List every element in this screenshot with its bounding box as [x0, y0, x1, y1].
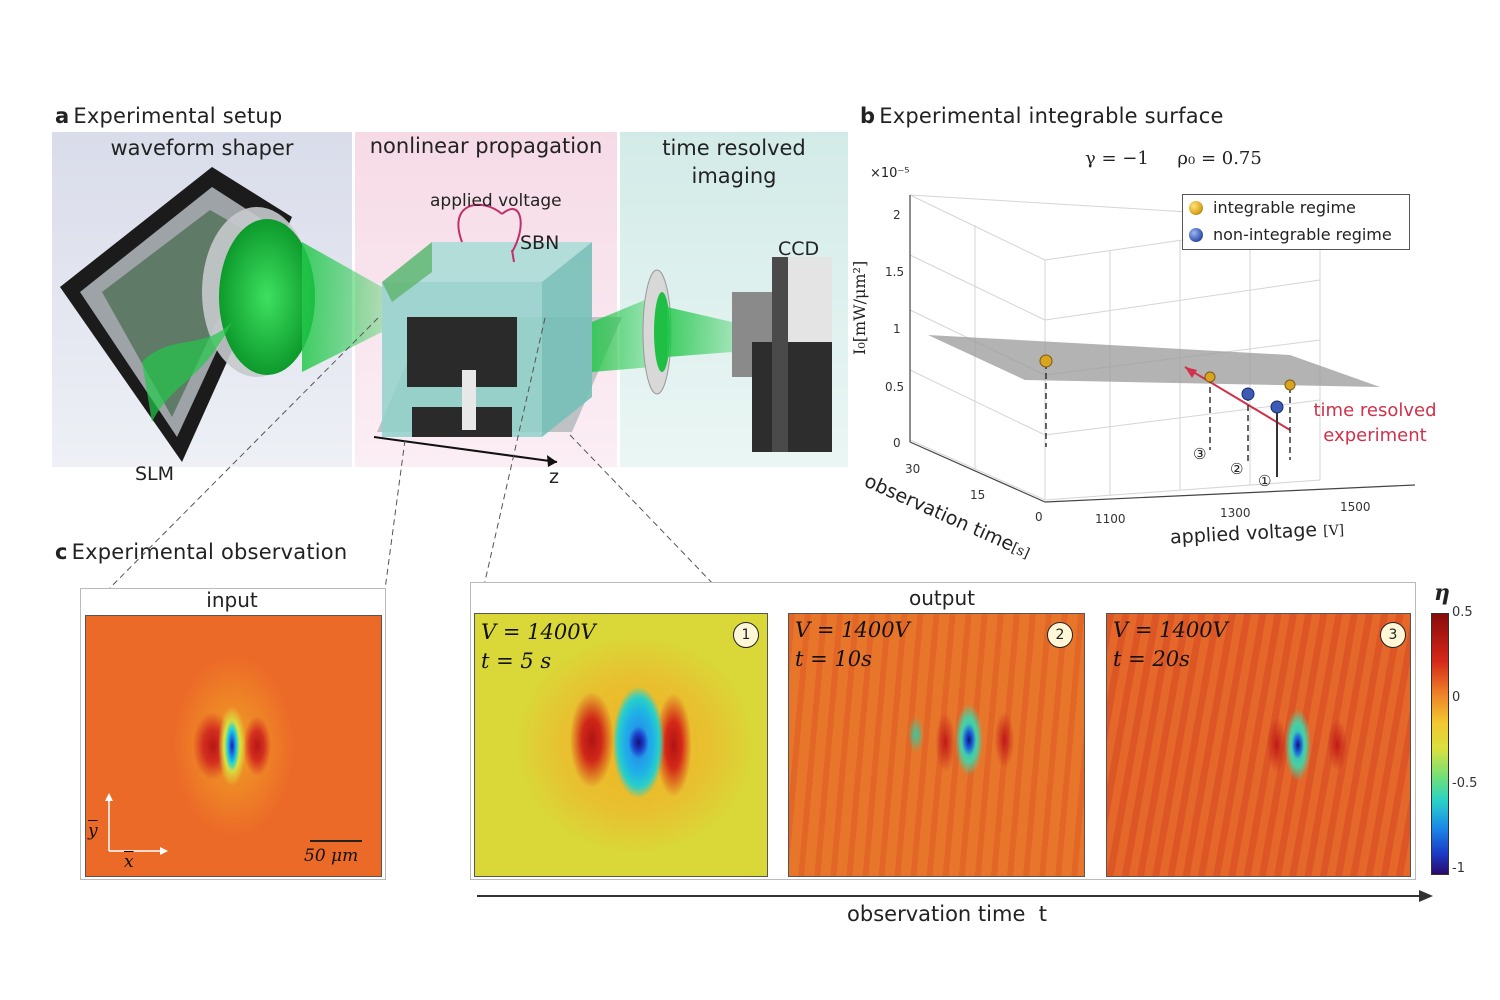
xy-axes-icon — [105, 793, 168, 855]
legend-integrable-dot — [1189, 201, 1203, 215]
panel-a-title: a Experimental setup — [55, 104, 283, 128]
obs-tick-0: 0 — [1035, 510, 1043, 524]
panel-b-params: γ = −1 ρ₀ = 0.75 — [1085, 148, 1262, 169]
ytick-1: 1 — [893, 322, 901, 336]
frame-1-voltage: V = 1400V — [481, 620, 596, 644]
time-resolved-annotation: time resolved experiment — [1313, 400, 1437, 446]
frame-3-time: t = 20s — [1113, 647, 1190, 671]
panel-b-title: b Experimental integrable surface — [860, 104, 1224, 128]
frame-3-number: 3 — [1380, 622, 1406, 648]
imaging-label-1: time resolved — [662, 136, 806, 160]
frame-1-time: t = 5 s — [481, 649, 552, 673]
ytick-2: 2 — [893, 208, 901, 222]
ytick-0: 0 — [893, 436, 901, 450]
colorbar-tick-neg-1: -1 — [1452, 861, 1465, 876]
shaper-label: waveform shaper — [110, 136, 294, 160]
output-frame-3: V = 1400V t = 20s 3 — [1106, 613, 1411, 877]
propagation-label: nonlinear propagation — [369, 134, 603, 158]
imaging-label-2: imaging — [691, 164, 777, 188]
voltage-label: applied voltage — [430, 191, 562, 211]
scalebar-line — [310, 840, 362, 842]
plot-legend: integrable regime non-integrable regime — [1182, 194, 1410, 250]
scalebar-label: 50 μm — [304, 846, 359, 866]
volt-tick-1300: 1300 — [1220, 506, 1251, 520]
obs-tick-30: 30 — [905, 462, 921, 476]
marker-nonintegrable-1 — [1241, 387, 1255, 401]
time-axis-arrow — [477, 890, 1433, 902]
y-scale-label: ×10⁻⁵ — [870, 166, 910, 181]
volt-tick-1500: 1500 — [1340, 500, 1371, 514]
colorbar-label: η — [1434, 580, 1450, 606]
sbn-label: SBN — [520, 232, 560, 254]
output-frame-2: V = 1400V t = 10s 2 — [788, 613, 1085, 877]
ccd-label: CCD — [778, 238, 820, 260]
ytick-1-5: 1.5 — [885, 265, 905, 279]
slm-device — [60, 167, 315, 462]
ytick-0-5: 0.5 — [885, 380, 905, 394]
surface-plot — [909, 194, 1416, 503]
annotation-arrow — [1184, 366, 1291, 431]
time-axis-label: observation time t — [847, 902, 1047, 926]
output-frame-1: V = 1400V t = 5 s 1 — [474, 613, 768, 877]
input-heatmap: y x 50 μm — [85, 615, 382, 877]
setup-illustration — [60, 167, 832, 467]
frame-1-number: 1 — [733, 622, 759, 648]
marker-nonintegrable-2 — [1270, 400, 1284, 414]
axis-y-label: y — [88, 821, 98, 841]
input-label: input — [206, 588, 258, 612]
sbn-crystal — [377, 242, 622, 437]
slm-label: SLM — [135, 463, 175, 485]
output-label: output — [909, 586, 975, 610]
integrable-surface — [928, 335, 1380, 387]
beam-2 — [592, 297, 652, 372]
colorbar-tick-0-5: 0.5 — [1452, 605, 1473, 620]
voltage-wire — [457, 203, 522, 253]
volt-tick-1100: 1100 — [1095, 512, 1126, 526]
frame-3-voltage: V = 1400V — [1113, 618, 1228, 642]
frame-2-voltage: V = 1400V — [795, 618, 910, 642]
obs-tick-15: 15 — [970, 488, 986, 502]
frame-2-time: t = 10s — [795, 647, 872, 671]
marker-label-1: ① — [1258, 472, 1272, 490]
ccd-camera — [732, 257, 832, 452]
axis-x-label: x — [124, 852, 134, 872]
marker-label-3: ③ — [1193, 445, 1207, 463]
colorbar-tick-neg-0-5: -0.5 — [1452, 776, 1478, 791]
z-label: z — [549, 466, 559, 488]
marker-integrable-3 — [1284, 379, 1296, 391]
panel-c-title: c Experimental observation — [55, 540, 348, 564]
frame-2-number: 2 — [1047, 622, 1073, 648]
marker-label-2: ② — [1230, 460, 1244, 478]
marker-integrable-2 — [1204, 371, 1216, 383]
legend-nonintegrable-dot — [1189, 228, 1203, 242]
colorbar — [1431, 613, 1449, 875]
marker-integrable-1 — [1039, 354, 1053, 368]
legend-nonintegrable-label: non-integrable regime — [1213, 225, 1392, 244]
legend-integrable-label: integrable regime — [1213, 198, 1356, 217]
beam-1 — [302, 242, 382, 372]
colorbar-tick-0: 0 — [1452, 690, 1461, 705]
